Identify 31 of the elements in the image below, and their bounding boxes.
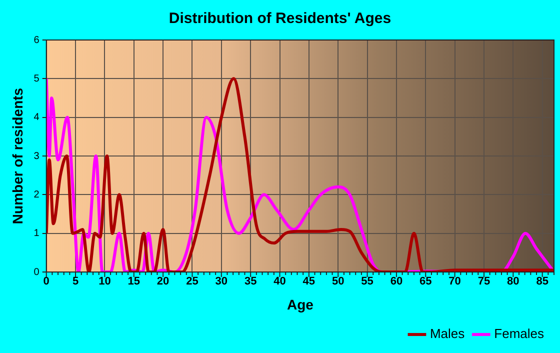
x-tick-label: 40 bbox=[274, 276, 286, 288]
chart-title: Distribution of Residents' Ages bbox=[168, 10, 392, 28]
x-tick-label: 5 bbox=[72, 276, 79, 288]
legend-label: Females bbox=[494, 326, 544, 342]
y-axis-title: Number of residents bbox=[9, 88, 26, 224]
y-tick-label: 0 bbox=[34, 266, 40, 278]
legend-label: Males bbox=[430, 326, 466, 342]
x-tick-label: 50 bbox=[332, 276, 344, 288]
y-tick-label: 6 bbox=[34, 34, 40, 46]
x-axis-title: Age bbox=[286, 296, 314, 312]
x-tick-label: 20 bbox=[156, 276, 170, 288]
x-tick-label: 55 bbox=[361, 276, 374, 288]
line-series bbox=[46, 77, 554, 272]
x-tick-label: 25 bbox=[186, 276, 198, 288]
y-tick-label: 5 bbox=[34, 73, 40, 84]
x-tick-label: 30 bbox=[215, 276, 228, 288]
x-tick-label: 85 bbox=[536, 276, 548, 288]
x-tick-label: 60 bbox=[390, 276, 403, 288]
x-tick-label: 45 bbox=[302, 276, 316, 288]
x-tick-label: 0 bbox=[43, 276, 50, 288]
y-tick-label: 2 bbox=[34, 189, 40, 200]
x-tick-label: 75 bbox=[478, 276, 490, 288]
x-tick-label: 65 bbox=[420, 276, 432, 288]
y-tick-label: 1 bbox=[34, 228, 40, 240]
x-tick-label: 35 bbox=[244, 276, 257, 288]
x-tick-label: 80 bbox=[507, 276, 520, 288]
x-tick-label: 70 bbox=[448, 276, 461, 288]
x-tick-label: 10 bbox=[98, 276, 111, 288]
y-tick-label: 3 bbox=[34, 150, 40, 162]
x-tick-label: 15 bbox=[128, 276, 140, 288]
y-tick-label: 4 bbox=[34, 112, 40, 124]
